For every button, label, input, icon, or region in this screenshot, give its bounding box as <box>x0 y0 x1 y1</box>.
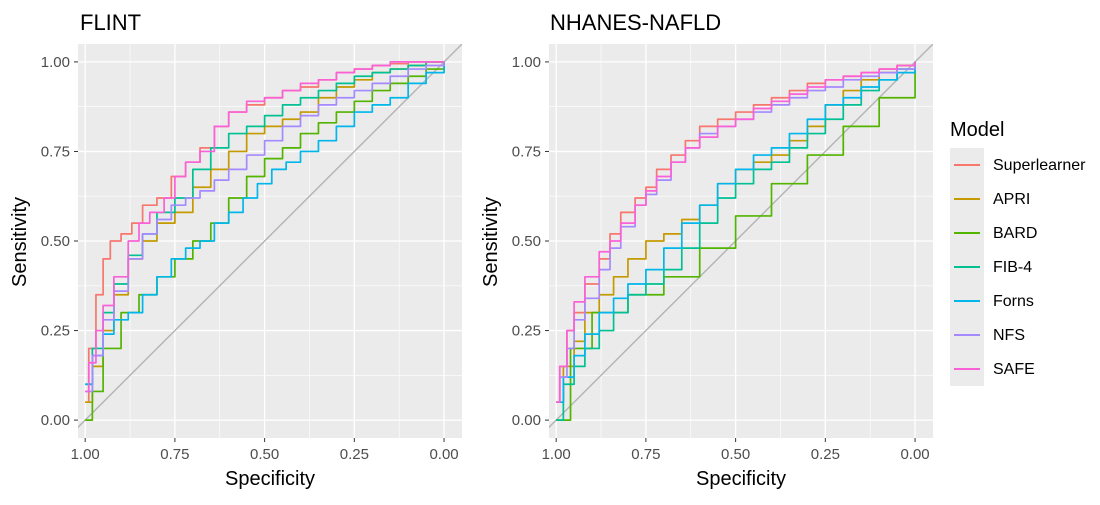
roc-curve-forns <box>556 61 916 404</box>
x-tick-label: 0.00 <box>429 446 458 463</box>
legend-label-forns: Forns <box>993 293 1034 310</box>
roc-curve-safe <box>85 61 445 393</box>
panel-title-nhanes: NHANES-NAFLD <box>550 10 721 35</box>
y-axis-label-nhanes: Sensitivity <box>480 197 502 287</box>
x-tick-label: 0.25 <box>340 446 369 463</box>
y-tick-label: 1.00 <box>512 54 541 71</box>
roc-curve-bard <box>556 61 916 421</box>
x-tick-label: 1.00 <box>71 446 100 463</box>
x-tick-label: 0.75 <box>160 446 189 463</box>
legend-label-bard: BARD <box>993 225 1037 242</box>
y-tick-label: 0.75 <box>512 143 541 160</box>
y-tick-label: 0.25 <box>41 323 70 340</box>
plot-area <box>78 44 462 429</box>
x-tick-label: 0.50 <box>721 446 750 463</box>
plot-area <box>549 44 933 429</box>
y-tick-label: 0.00 <box>512 412 541 429</box>
legend-label-safe: SAFE <box>993 361 1035 378</box>
legend-title: Model <box>950 119 1004 141</box>
y-tick-label: 1.00 <box>41 54 70 71</box>
panel-title-flint: FLINT <box>80 10 141 35</box>
y-tick-label: 0.75 <box>41 143 70 160</box>
roc-curve-forns <box>85 61 445 386</box>
y-tick-label: 0.00 <box>41 412 70 429</box>
plot-panel-nhanes: 1.00 0.75 0.50 0.25 0.00 0.00 0.25 0.50 0.75 1.00 <box>512 44 933 463</box>
x-tick-label: 1.00 <box>542 446 571 463</box>
legend-label-apri: APRI <box>993 191 1030 208</box>
legend: Model Superlearner APRI BARD FIB-4 Forns NFS S… <box>950 119 1086 386</box>
y-tick-label: 0.50 <box>512 233 541 250</box>
x-tick-label: 0.00 <box>900 446 929 463</box>
x-axis-label-nhanes: Specificity <box>696 468 786 490</box>
plot-panel-flint: 1.00 0.75 0.50 0.25 0.00 0.00 0.25 0.50 0.75 1.00 <box>41 44 462 463</box>
x-axis-label-flint: Specificity <box>225 468 315 490</box>
roc-curve-safe <box>556 61 916 404</box>
x-tick-label: 0.25 <box>811 446 840 463</box>
y-tick-label: 0.25 <box>512 323 541 340</box>
y-axis-label-flint: Sensitivity <box>9 197 31 287</box>
y-tick-label: 0.50 <box>41 233 70 250</box>
legend-label-superlearner: Superlearner <box>993 157 1086 174</box>
x-tick-label: 0.50 <box>250 446 279 463</box>
legend-label-nfs: NFS <box>993 327 1025 344</box>
x-tick-label: 0.75 <box>631 446 660 463</box>
legend-label-fib-4: FIB-4 <box>993 259 1032 276</box>
